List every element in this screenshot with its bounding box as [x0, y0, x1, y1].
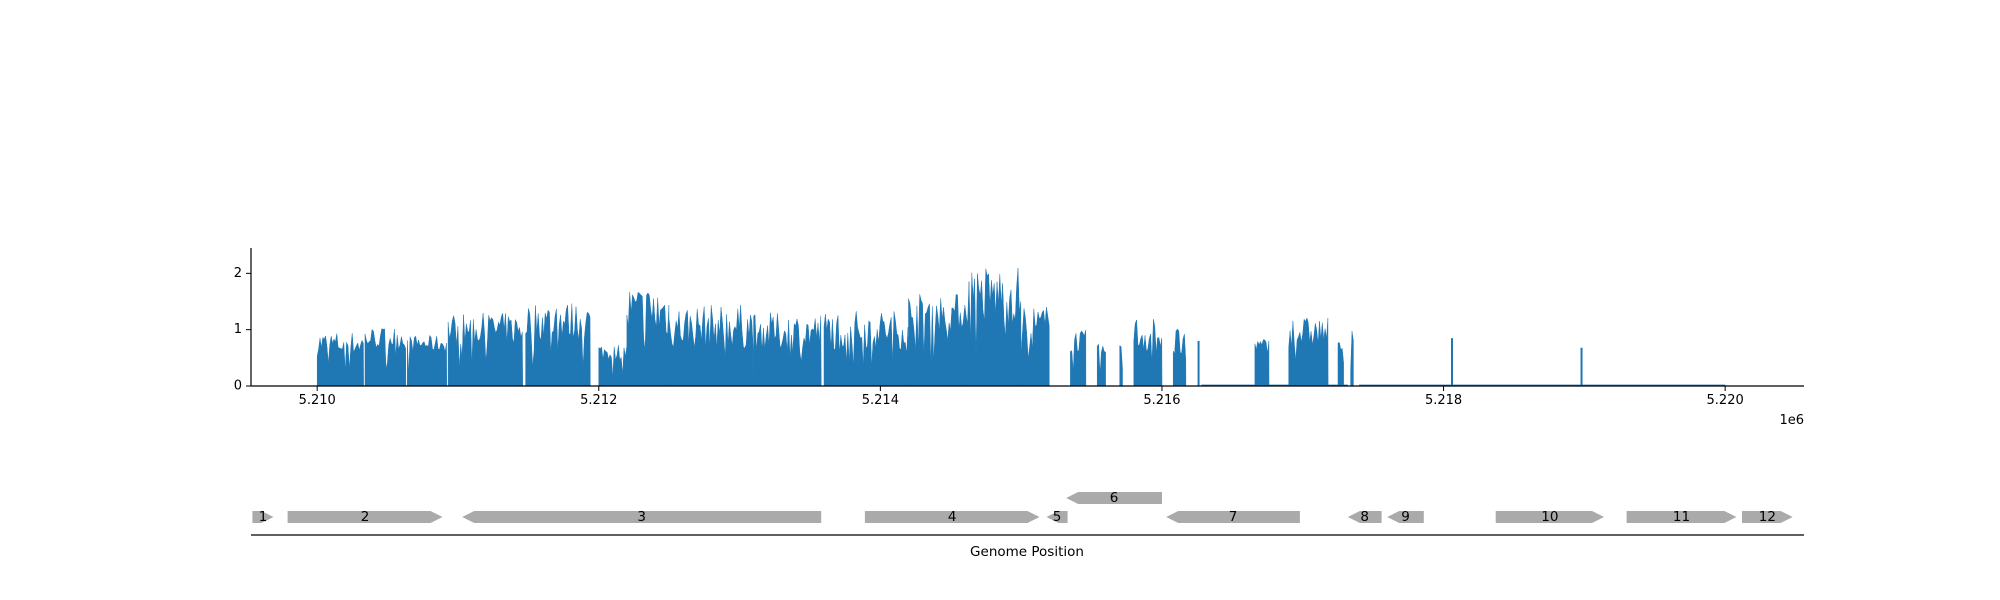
- gene-label: 2: [361, 509, 370, 525]
- gene-arrow: 11: [1626, 509, 1737, 525]
- coverage-spike: [1197, 340, 1200, 386]
- gene-arrow-shape: [1166, 511, 1300, 523]
- x-tick-label: 5.216: [1143, 393, 1180, 408]
- gene-arrow-shape: [462, 511, 822, 523]
- gene-arrow: 3: [462, 509, 822, 525]
- gene-arrow-shape: [252, 511, 274, 523]
- coverage-segment: [316, 333, 364, 387]
- gene-label: 10: [1541, 509, 1558, 525]
- coverage-segment: [1020, 306, 1050, 387]
- gene-arrow-shape: [1495, 511, 1605, 523]
- coverage-segment: [1254, 339, 1270, 387]
- coverage-segment: [1119, 345, 1123, 387]
- gene-arrow-shape: [1347, 511, 1382, 523]
- gene-arrow-shape: [1046, 511, 1068, 523]
- gene-label: 12: [1759, 509, 1776, 525]
- coverage-spike: [1580, 347, 1583, 386]
- gene-arrows: 1 2 3 4 567 8 9 10 11 12: [252, 490, 1793, 525]
- x-tick-label: 5.220: [1707, 393, 1744, 408]
- gene-track-xlabel: Genome Position: [970, 544, 1084, 560]
- coverage-segment: [1337, 342, 1344, 387]
- x-tick-label: 5.218: [1425, 393, 1462, 408]
- gene-arrow: 10: [1495, 509, 1605, 525]
- gene-label: 11: [1673, 509, 1690, 525]
- x-tick-label: 5.214: [862, 393, 899, 408]
- gene-arrow-shape: [1626, 511, 1737, 523]
- y-tick-label: 0: [234, 379, 242, 394]
- coverage-segment: [823, 311, 909, 387]
- y-tick-label: 2: [234, 266, 242, 281]
- coverage-segment: [525, 303, 591, 387]
- gene-label: 1: [259, 509, 268, 525]
- gene-arrow: 9: [1387, 509, 1424, 525]
- coverage-segment: [447, 312, 523, 387]
- gene-arrow: 7: [1166, 509, 1300, 525]
- coverage-segment: [1288, 317, 1329, 387]
- coverage-chart: 0 1 2 5.210 5.212 5.214 5.216 5.218 5.220 1e6: [234, 248, 1804, 428]
- coverage-segment: [668, 305, 754, 387]
- coverage-segment: [1172, 328, 1187, 387]
- gene-label: 3: [637, 509, 646, 525]
- gene-arrow: 5: [1046, 509, 1068, 525]
- coverage-segment: [598, 345, 628, 387]
- gene-arrow-shape: [864, 511, 1040, 523]
- gene-label: 9: [1401, 509, 1410, 525]
- coverage-segment: [753, 312, 822, 387]
- gene-arrow-shape: [287, 511, 443, 523]
- gene-label: 4: [948, 509, 957, 525]
- coverage-spike: [1451, 338, 1454, 386]
- gene-label: 7: [1229, 509, 1238, 525]
- y-ticks: 0 1 2: [234, 266, 251, 394]
- gene-arrow: 8: [1347, 509, 1382, 525]
- gene-arrow-shape: [1387, 511, 1424, 523]
- gene-arrow-shape: [1742, 511, 1793, 523]
- coverage-segment: [1070, 329, 1087, 387]
- gene-arrow-shape: [1066, 492, 1162, 504]
- coverage-segment: [964, 268, 1022, 387]
- coverage-segment: [407, 334, 447, 387]
- coverage-bars: [316, 268, 1726, 387]
- gene-label: 5: [1053, 509, 1062, 525]
- gene-track: 1 2 3 4 567 8 9 10 11 12 Genome Position: [251, 490, 1804, 560]
- gene-label: 8: [1360, 509, 1369, 525]
- x-offset-label: 1e6: [1779, 413, 1804, 428]
- gene-arrow: 4: [864, 509, 1040, 525]
- coverage-segment: [1096, 343, 1106, 387]
- y-tick-label: 1: [234, 322, 242, 337]
- x-tick-label: 5.210: [299, 393, 336, 408]
- coverage-segment: [626, 291, 670, 387]
- x-tick-label: 5.212: [580, 393, 617, 408]
- gene-arrow: 1: [252, 509, 274, 525]
- coverage-segment: [1133, 319, 1163, 387]
- coverage-segment: [364, 328, 407, 387]
- gene-arrow: 2: [287, 509, 443, 525]
- coverage-segment: [908, 294, 966, 387]
- x-ticks: 5.210 5.212 5.214 5.216 5.218 5.220: [299, 386, 1744, 408]
- coverage-segment: [1350, 331, 1354, 387]
- gene-arrow: 6: [1066, 490, 1162, 506]
- gene-label: 6: [1110, 490, 1119, 506]
- gene-arrow: 12: [1742, 509, 1793, 525]
